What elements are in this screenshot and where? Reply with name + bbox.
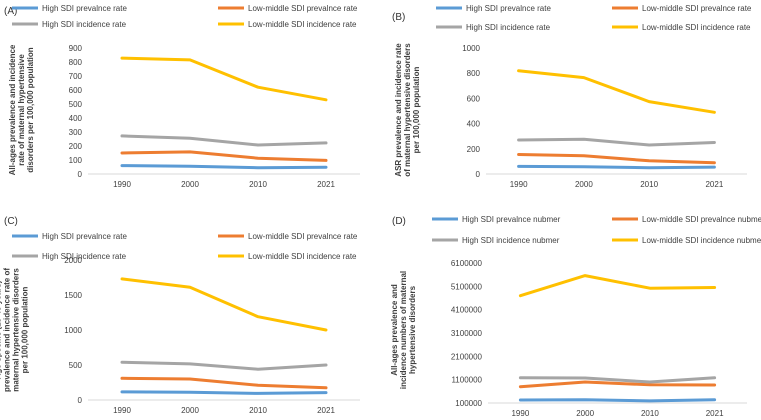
x-tick-label: 2000 [181, 406, 199, 415]
y-tick-label: 600 [467, 94, 481, 103]
series-line [517, 137, 716, 147]
series-line [120, 164, 328, 170]
x-tick-label: 2010 [641, 409, 659, 418]
legend-label: Low-middle SDI prevalnce nubmer [642, 215, 761, 224]
y-tick-label: 0 [476, 170, 481, 179]
x-tick-label: 2000 [181, 180, 199, 189]
series-line [120, 134, 328, 147]
chart-panel-1: (A) High SDI prevalnce rate Low-middle SDI… [4, 4, 360, 189]
x-tick-label: 2021 [706, 409, 724, 418]
x-tick-label: 2000 [576, 409, 594, 418]
panel-label: (D) [392, 216, 406, 227]
y-tick-label: 5100000 [451, 282, 483, 291]
y-tick-label: 800 [467, 69, 481, 78]
series-line [518, 398, 717, 403]
series-line [518, 380, 717, 389]
y-tick-label: 1500 [64, 291, 82, 300]
legend-label: High SDI prevalnce rate [42, 4, 127, 13]
series-line [517, 164, 716, 170]
series-line [120, 277, 328, 332]
panel-label: (A) [4, 6, 17, 17]
chart-panel-3: (C) High SDI prevalnce rate Low-middle SDI… [0, 216, 360, 415]
legend-label: Low-middle SDI prevalnce rate [248, 232, 358, 241]
y-tick-label: 500 [69, 361, 83, 370]
legend-label: Low-middle SDI prevalnce rate [248, 4, 358, 13]
y-tick-label: 700 [69, 72, 83, 81]
y-tick-label: 2000 [64, 256, 82, 265]
y-tick-label: 3100000 [451, 329, 483, 338]
legend-label: Low-middle SDI incidence rate [248, 20, 357, 29]
legend-label: High SDI incidence nubmer [462, 236, 560, 245]
y-tick-label: 1000 [462, 44, 480, 53]
y-tick-label: 6100000 [451, 259, 483, 268]
y-tick-label: 400 [69, 114, 83, 123]
x-tick-label: 2010 [249, 406, 267, 415]
x-tick-label: 2021 [705, 180, 723, 189]
y-tick-label: 0 [78, 396, 83, 405]
y-tick-label: 800 [69, 58, 83, 67]
y-tick-label: 1000 [64, 326, 82, 335]
chart-panel-2: (B) High SDI prevalnce rate Low-middle SDI… [392, 4, 752, 189]
y-tick-label: 900 [69, 44, 83, 53]
y-tick-label: 2100000 [451, 352, 483, 361]
x-tick-label: 2021 [317, 406, 335, 415]
series-line [517, 153, 716, 165]
panel-label: (C) [4, 216, 18, 227]
panel-label: (B) [392, 12, 405, 23]
legend-label: Low-middle SDI incidence nubmer [642, 236, 761, 245]
legend-label: High SDI incidence rate [42, 252, 127, 261]
y-axis-label: All-ages prevalence andincidence numbers… [390, 271, 417, 389]
legend-label: High SDI incidence rate [466, 23, 551, 32]
y-tick-label: 300 [69, 128, 83, 137]
legend-label: High SDI prevalnce rate [42, 232, 127, 241]
series-line [517, 69, 716, 114]
series-line [518, 376, 717, 384]
series-line [120, 376, 328, 390]
series-line [120, 150, 328, 162]
y-tick-label: 500 [69, 100, 83, 109]
y-tick-label: 400 [467, 120, 481, 129]
series-line [518, 274, 717, 298]
legend-label: High SDI incidence rate [42, 20, 127, 29]
x-tick-label: 2021 [317, 180, 335, 189]
y-tick-label: 100000 [455, 399, 482, 408]
y-axis-label: Age-specific (15-49 years)prevalence and… [0, 268, 30, 392]
y-tick-label: 4100000 [451, 306, 483, 315]
y-tick-label: 100 [69, 156, 83, 165]
legend-label: Low-middle SDI incidence rate [248, 252, 357, 261]
series-line [120, 56, 328, 102]
legend-label: High SDI prevalnce nubmer [462, 215, 561, 224]
x-tick-label: 1990 [510, 180, 528, 189]
series-line [120, 390, 328, 395]
y-axis-label: All-ages prevalence and incidencerate of… [8, 44, 35, 175]
y-tick-label: 600 [69, 86, 83, 95]
y-tick-label: 200 [467, 145, 481, 154]
x-tick-label: 1990 [113, 180, 131, 189]
y-tick-label: 1100000 [451, 376, 482, 385]
series-line [120, 360, 328, 371]
x-tick-label: 1990 [113, 406, 131, 415]
legend-label: Low-middle SDI prevalnce rate [642, 4, 752, 13]
x-tick-label: 2000 [575, 180, 593, 189]
x-tick-label: 2010 [640, 180, 658, 189]
legend-label: High SDI prevalnce rate [466, 4, 551, 13]
legend-label: Low-middle SDI incidence rate [642, 23, 751, 32]
x-tick-label: 2010 [249, 180, 267, 189]
chart-panel-4: (D) High SDI prevalnce nubmer Low-middle S… [390, 215, 761, 418]
y-axis-label: ASR prevalence and incidence rateof mate… [394, 43, 421, 177]
x-tick-label: 1990 [511, 409, 529, 418]
y-tick-label: 200 [69, 142, 83, 151]
y-tick-label: 0 [78, 170, 83, 179]
